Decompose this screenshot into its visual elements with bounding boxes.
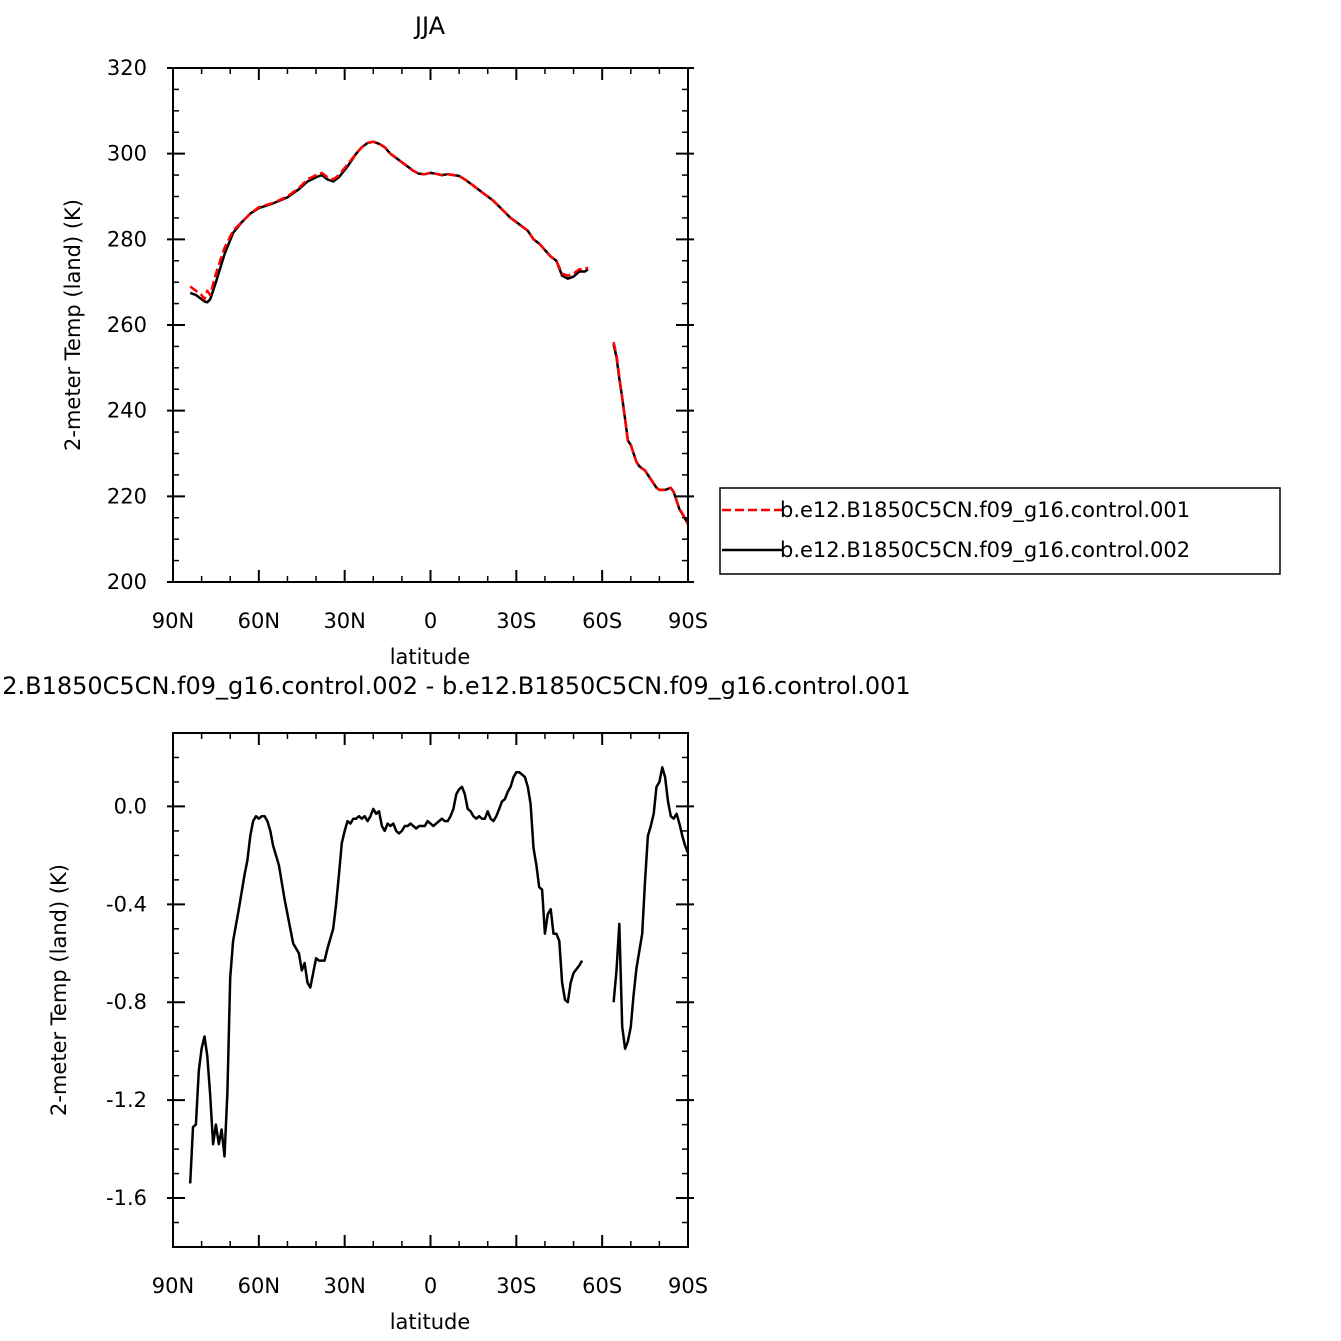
x-tick-label: 30N [323, 1274, 365, 1298]
series-line-difference-seg0 [188, 770, 584, 1184]
legend-label-control-002: b.e12.B1850C5CN.f09_g16.control.002 [780, 538, 1190, 563]
series-line-001-seg0 [189, 140, 589, 301]
chart-top-title: JJA [413, 12, 446, 40]
chart-bottom-ticks: 90N 60N 30N 0 30S 60S 90S -1.6 -1.2 -0.8 -0.4 0.0 [106, 732, 708, 1298]
x-tick-label: 60S [582, 1274, 622, 1298]
x-tick-label: 60S [582, 609, 622, 633]
x-tick-label: 90S [668, 1274, 708, 1298]
chart-legend: b.e12.B1850C5CN.f09_g16.control.001 b.e1… [719, 487, 1281, 575]
chart-bottom-ylabel: 2-meter Temp (land) (K) [47, 864, 71, 1116]
x-tick-label: 30S [496, 609, 536, 633]
y-tick-label: 260 [107, 313, 147, 337]
chart-bottom-panel: b.e12.B1850C5CN.f09_g16.control.002 - b.… [0, 672, 911, 1334]
x-tick-label: 60N [238, 1274, 280, 1298]
y-tick-label: 300 [107, 142, 147, 166]
x-tick-label: 60N [238, 609, 280, 633]
chart-top-plot-frame [172, 67, 689, 583]
chart-top-ylabel: 2-meter Temp (land) (K) [61, 199, 85, 451]
x-tick-label: 0 [424, 1274, 437, 1298]
y-tick-label: 320 [107, 56, 147, 80]
x-tick-label: 90N [152, 1274, 194, 1298]
x-tick-label: 90N [152, 609, 194, 633]
series-line-002-seg0 [189, 140, 589, 304]
x-tick-label: 30N [323, 609, 365, 633]
chart-bottom-plot-frame [172, 732, 689, 1248]
y-tick-label: -0.8 [106, 990, 147, 1014]
y-tick-label: -0.4 [106, 892, 147, 916]
chart-top-series [189, 140, 690, 525]
x-tick-label: 90S [668, 609, 708, 633]
y-tick-label: 240 [107, 399, 147, 423]
chart-bottom-title: b.e12.B1850C5CN.f09_g16.control.002 - b.… [0, 672, 911, 700]
chart-bottom-xlabel: latitude [390, 1310, 471, 1334]
chart-bottom-series [188, 766, 690, 1184]
chart-top-xlabel: latitude [390, 645, 471, 669]
legend-label-control-001: b.e12.B1850C5CN.f09_g16.control.001 [780, 498, 1190, 523]
y-tick-label: 280 [107, 227, 147, 251]
y-tick-label: 200 [107, 570, 147, 594]
y-tick-label: -1.6 [106, 1186, 147, 1210]
legend-box [719, 487, 1281, 575]
y-tick-label: 220 [107, 484, 147, 508]
y-tick-label: 0.0 [114, 794, 147, 818]
series-line-001-seg1 [612, 341, 690, 525]
series-line-difference-seg1 [612, 766, 690, 1050]
chart-top-ticks: 90N 60N 30N 0 30S 60S 90S 200 220 240 260 280 300 320 [107, 56, 708, 633]
chart-top-panel: JJA 2-meter Temp (land) (K) latitude 90N… [61, 12, 708, 669]
y-tick-label: -1.2 [106, 1088, 147, 1112]
x-tick-label: 0 [424, 609, 437, 633]
x-tick-label: 30S [496, 1274, 536, 1298]
